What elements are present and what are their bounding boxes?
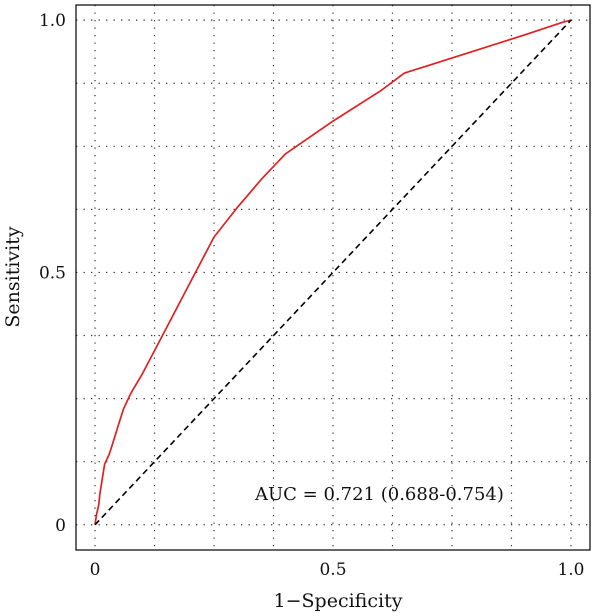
x-tick-label-1: 0.5: [319, 560, 346, 580]
y-axis-label: Sensitivity: [2, 226, 24, 327]
tick-labels: 0 0.5 1.0 0 0.5 1.0: [39, 11, 585, 580]
y-tick-label-0: 0: [55, 516, 66, 536]
x-tick-label-0: 0: [90, 560, 101, 580]
y-tick-label-2: 1.0: [39, 11, 66, 31]
plot-frame: [75, 4, 591, 551]
series-layer: [94, 19, 572, 526]
y-tick-label-1: 0.5: [39, 263, 66, 283]
auc-annotation: AUC = 0.721 (0.688-0.754): [254, 484, 504, 505]
grid: [76, 5, 590, 550]
reference-diagonal-line: [94, 19, 572, 526]
x-axis-label: 1−Specificity: [274, 590, 403, 612]
roc-curve: [94, 19, 572, 525]
x-tick-label-2: 1.0: [557, 560, 584, 580]
